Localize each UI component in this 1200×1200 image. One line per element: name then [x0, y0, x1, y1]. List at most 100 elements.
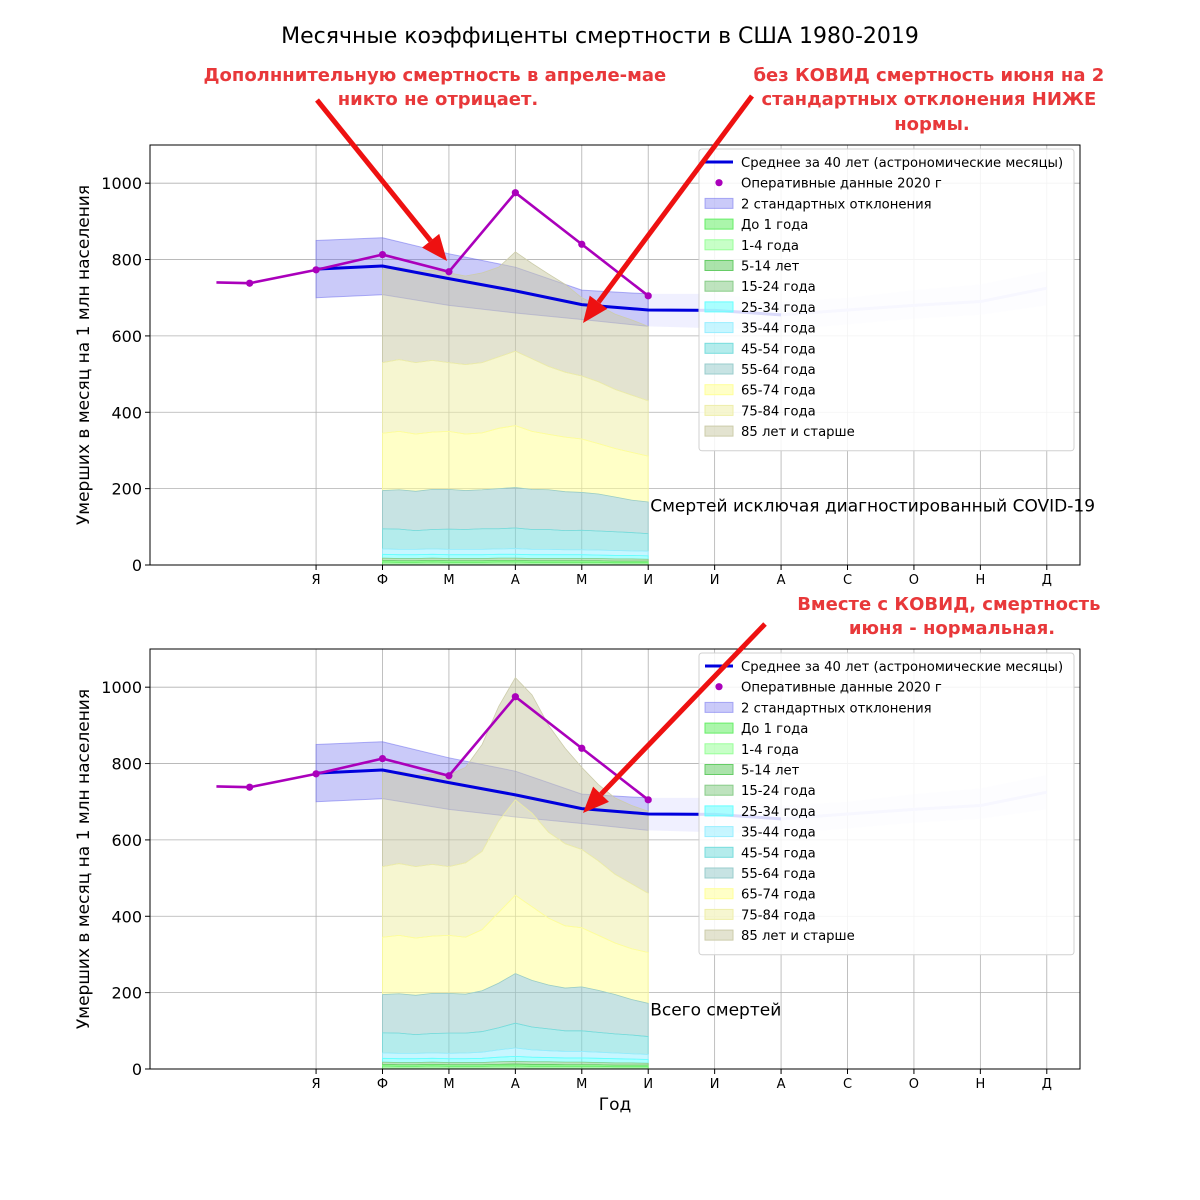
y-tick-label: 800: [111, 755, 142, 774]
legend-entry: 85 лет и старше: [741, 425, 855, 440]
legend-entry: 45-54 года: [741, 342, 816, 357]
legend-entry: 65-74 года: [741, 888, 816, 903]
arrow-shaft: [599, 622, 767, 797]
legend-entry: 75-84 года: [741, 908, 816, 923]
legend-entry: 45-54 года: [741, 846, 816, 861]
legend-swatch: [704, 722, 734, 734]
annotation-top-right: без КОВИД смертность июня на 2 стандартн…: [753, 65, 1110, 135]
panel-label: Всего смертей: [650, 1001, 781, 1021]
legend-swatch: [704, 363, 734, 375]
arrow-shaft: [315, 98, 433, 243]
legend-entry: 55-64 года: [741, 867, 816, 882]
annotation-top-left: Дополннительную смертность в апреле-мае …: [203, 65, 672, 110]
operational-point: [246, 783, 254, 791]
legend-swatch: [704, 908, 734, 920]
x-tick-label: О: [909, 573, 919, 588]
y-tick-label: 1000: [101, 174, 142, 193]
legend-entry: 35-44 года: [741, 826, 816, 841]
legend-swatch: [704, 425, 734, 437]
operational-line: [216, 694, 650, 801]
operational-point: [312, 770, 320, 778]
legend-swatch: [704, 743, 734, 755]
x-tick-label: Ф: [377, 573, 388, 588]
legend-swatch: [704, 280, 734, 292]
annotation-top-left-line-1: Дополннительную смертность в апреле-мае: [203, 65, 666, 86]
legend-entry: 85 лет и старше: [741, 929, 855, 944]
legend-swatch: [704, 322, 734, 334]
legend-swatch: [704, 805, 734, 817]
annotation-bottom-right-line-1: Вместе с КОВИД, смертность: [797, 594, 1100, 615]
legend-swatch: [704, 867, 734, 879]
y-tick-label: 400: [111, 907, 142, 926]
operational-point: [578, 240, 586, 248]
x-tick-label: А: [511, 1077, 520, 1092]
age-area-6: [382, 527, 649, 552]
annotation-top-right-line-2: стандартных отклонения НИЖЕ: [761, 89, 1096, 110]
x-tick-label: И: [643, 1077, 653, 1092]
y-tick-label: 0: [132, 1060, 142, 1079]
chart-panel-no-covid: 0 200 400 600 800 1000 Я Ф М А М И И А С О Н Д Умерших в м…: [74, 144, 1095, 588]
operational-point: [644, 796, 652, 804]
legend-entry: 25-34 года: [741, 301, 816, 316]
x-tick-label: М: [576, 1077, 587, 1092]
operational-point: [644, 292, 652, 300]
legend-entry: Среднее за 40 лет (астрономические месяц…: [741, 156, 1063, 171]
legend-swatch: [704, 239, 734, 251]
x-tick-label: Ф: [377, 1077, 388, 1092]
legend-entry: 15-24 года: [741, 280, 816, 295]
legend-entry: 15-24 года: [741, 784, 816, 799]
operational-point: [378, 250, 387, 259]
x-tick-label: С: [843, 573, 852, 588]
annotation-arrows: [315, 94, 767, 813]
chart-panel-total: 0 200 400 600 800 1000 Я Ф М А М И И А С О Н Д Умерших в м…: [74, 648, 1081, 1115]
x-tick-label: Н: [975, 1077, 985, 1092]
annotation-bottom-right-line-2: июня - нормальная.: [849, 618, 1055, 639]
legend-entry: До 1 года: [741, 218, 808, 233]
legend-entry: 75-84 года: [741, 404, 816, 419]
y-tick-label: 0: [132, 556, 142, 575]
arrow-head: [422, 233, 447, 261]
legend-entry: Среднее за 40 лет (астрономические месяц…: [741, 660, 1063, 675]
y-tick-label: 600: [111, 327, 142, 346]
operational-point: [312, 266, 320, 274]
operational-point: [378, 754, 387, 763]
legend-swatch: [704, 784, 734, 796]
legend-entry: 35-44 года: [741, 322, 816, 337]
annotation-top-right-line-3: нормы.: [894, 114, 970, 135]
legend-entry: 2 стандартных отклонения: [741, 701, 932, 716]
legend-swatch: [704, 404, 734, 416]
operational-point: [445, 772, 453, 780]
legend-entry: Оперативные данные 2020 г: [741, 681, 942, 696]
legend-entry: Оперативные данные 2020 г: [741, 177, 942, 192]
x-tick-label: М: [443, 573, 454, 588]
plot-frame: [149, 144, 1081, 566]
legend-swatch: [704, 342, 734, 354]
operational-point: [511, 189, 519, 197]
legend-swatch: [704, 701, 734, 713]
x-tick-label: С: [843, 1077, 852, 1092]
legend-swatch: [704, 301, 734, 313]
y-tick-label: 200: [111, 480, 142, 499]
y-tick-label: 800: [111, 251, 142, 270]
x-tick-label: А: [777, 573, 786, 588]
legend-swatch: [715, 179, 723, 187]
annotation-top-right-line-1: без КОВИД смертность июня на 2: [753, 65, 1104, 86]
x-tick-label: Д: [1042, 1077, 1052, 1092]
legend-box: [698, 652, 1075, 956]
legend-swatch: [704, 197, 734, 209]
legend-entry: 2 стандартных отклонения: [741, 197, 932, 212]
x-tick-label: А: [777, 1077, 786, 1092]
legend-entry: 5-14 лет: [741, 764, 800, 779]
operational-line: [216, 190, 650, 297]
arrow-shaft: [596, 94, 755, 304]
x-axis-label: Год: [599, 1095, 632, 1115]
operational-point: [578, 744, 586, 752]
figure-title: Месячные коэффиценты смертности в США 19…: [281, 24, 919, 49]
x-tick-label: М: [443, 1077, 454, 1092]
legend-swatch: [715, 683, 723, 691]
annotation-top-left-line-2: никто не отрицает.: [338, 89, 539, 110]
legend-swatch: [704, 846, 734, 858]
x-tick-label: И: [710, 1077, 720, 1092]
legend-entry: 55-64 года: [741, 363, 816, 378]
